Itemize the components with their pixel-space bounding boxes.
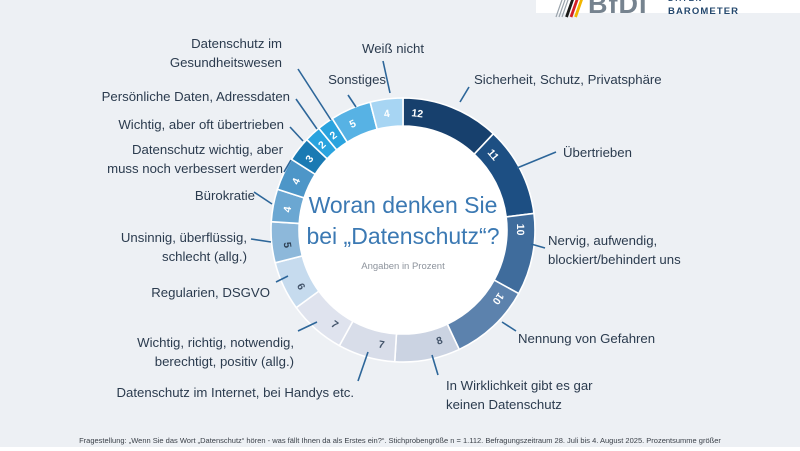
segment-label-3: Nennung von Gefahren bbox=[518, 331, 656, 346]
segment-label-1: Übertrieben bbox=[563, 145, 632, 160]
segment-label-8: Unsinnig, überflüssig, schlecht (allg.) bbox=[120, 230, 247, 264]
flag-stripe-1 bbox=[558, 0, 566, 18]
chart-center-text: Woran denken Sie bei „Datenschutz“? Anga… bbox=[283, 190, 523, 272]
logo-background bbox=[536, 0, 800, 13]
segment-label-13: Datenschutz im Gesundheitswesen bbox=[169, 36, 282, 70]
segment-label-4: In Wirklichkeit gibt es gar keinen Daten… bbox=[446, 378, 593, 412]
segment-label-14: Sonstiges bbox=[328, 72, 386, 87]
segment-label-11: Wichtig, aber oft übertrieben bbox=[118, 117, 284, 132]
segment-value-10: 4 bbox=[290, 176, 303, 186]
logo-daten-text: DATEN bbox=[668, 0, 703, 3]
leader-line-14 bbox=[347, 94, 357, 108]
segment-label-6: Wichtig, richtig, notwendig, berechtigt,… bbox=[137, 335, 294, 369]
flag-stripe-5 bbox=[574, 0, 583, 18]
leader-line-12 bbox=[295, 98, 318, 130]
segment-value-4: 8 bbox=[435, 334, 444, 347]
leader-line-7 bbox=[275, 275, 289, 283]
donut-segment-15 bbox=[369, 97, 404, 131]
chart-title-line2: bei „Datenschutz“? bbox=[306, 223, 500, 249]
segment-label-12: Persönliche Daten, Adressdaten bbox=[101, 89, 290, 104]
leader-line-0 bbox=[459, 86, 470, 103]
segment-label-15: Weiß nicht bbox=[362, 41, 425, 56]
segment-value-7: 6 bbox=[294, 281, 307, 292]
segment-value-5: 7 bbox=[378, 339, 386, 352]
leader-line-10 bbox=[283, 159, 292, 173]
leader-line-9 bbox=[253, 191, 273, 205]
segment-value-15: 4 bbox=[383, 108, 391, 121]
flag-stripe-0 bbox=[555, 0, 563, 18]
german-flag-stripes-icon bbox=[555, 0, 583, 18]
segment-label-0: Sicherheit, Schutz, Privatsphäre bbox=[474, 72, 662, 87]
segment-value-13: 2 bbox=[328, 129, 340, 142]
segment-label-10: Datenschutz wichtig, aber muss noch verb… bbox=[107, 142, 283, 176]
leader-line-8 bbox=[250, 238, 272, 243]
leader-line-11 bbox=[289, 126, 304, 142]
donut-hole bbox=[299, 126, 507, 334]
segment-value-0: 12 bbox=[411, 107, 424, 120]
chart-title-line1: Woran denken Sie bbox=[308, 192, 498, 218]
segment-value-6: 7 bbox=[329, 318, 341, 331]
segment-value-9: 4 bbox=[281, 205, 294, 213]
logo-barometer-text: BAROMETER bbox=[668, 6, 740, 17]
bfdi-logo: BfDI DATEN BAROMETER bbox=[536, 0, 800, 26]
segment-label-7: Regularien, DSGVO bbox=[151, 285, 270, 300]
leader-line-2 bbox=[530, 243, 546, 249]
leader-line-1 bbox=[516, 151, 557, 169]
footnote: Fragestellung: „Wenn Sie das Wort „Daten… bbox=[79, 436, 721, 445]
segment-label-9: Bürokratie bbox=[194, 188, 255, 203]
flag-stripe-2 bbox=[561, 0, 569, 18]
flag-stripe-3 bbox=[565, 0, 574, 18]
segment-value-2: 10 bbox=[514, 224, 526, 236]
bfdi-wordmark: BfDI bbox=[588, 0, 648, 19]
flag-stripe-4 bbox=[569, 0, 579, 18]
leader-line-15 bbox=[382, 60, 391, 94]
segment-label-5: Datenschutz im Internet, bei Handys etc. bbox=[116, 385, 355, 400]
leader-line-4 bbox=[431, 354, 439, 376]
segment-label-2: Nervig, aufwendig, blockiert/behindert u… bbox=[548, 233, 681, 267]
segment-value-8: 5 bbox=[281, 241, 294, 248]
bottom-white-strip bbox=[0, 447, 800, 451]
segment-value-14: 5 bbox=[348, 118, 359, 131]
leader-line-3 bbox=[501, 321, 517, 332]
leader-line-13 bbox=[297, 68, 332, 121]
leader-line-5 bbox=[357, 351, 369, 382]
leader-line-6 bbox=[297, 321, 318, 332]
chart-title: Woran denken Sie bei „Datenschutz“? bbox=[283, 190, 523, 252]
chart-subtitle: Angaben in Prozent bbox=[361, 261, 445, 272]
